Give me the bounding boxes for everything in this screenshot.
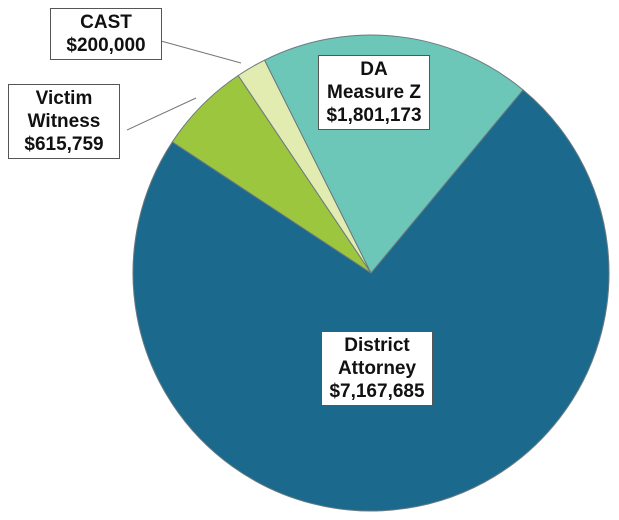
data-label: CAST $200,000 bbox=[50, 8, 162, 60]
pie-slice bbox=[132, 89, 610, 512]
label-category: District Attorney bbox=[337, 335, 417, 379]
label-value: $7,167,685 bbox=[329, 381, 425, 402]
label-value: $200,000 bbox=[66, 35, 146, 56]
data-label: Victim Witness $615,759 bbox=[8, 84, 120, 159]
data-label: DA Measure Z $1,801,173 bbox=[318, 55, 430, 130]
label-value: $615,759 bbox=[24, 134, 104, 155]
leader-line bbox=[126, 97, 197, 131]
label-category: DA Measure Z bbox=[327, 59, 421, 103]
label-value: $1,801,173 bbox=[326, 105, 422, 126]
data-label: District Attorney $7,167,685 bbox=[321, 331, 433, 406]
label-category: Victim Witness bbox=[27, 88, 101, 132]
leader-line bbox=[149, 37, 242, 64]
label-category: CAST bbox=[80, 12, 132, 33]
